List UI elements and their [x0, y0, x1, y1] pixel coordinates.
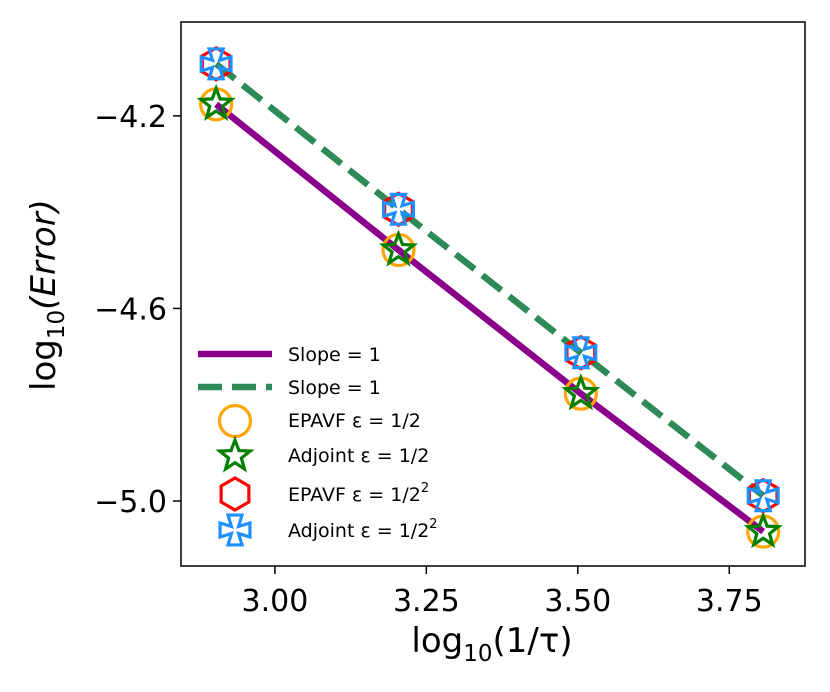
legend-label-3: Adjoint ε = 1/2	[288, 445, 429, 467]
x-axis-label-base: log	[411, 621, 463, 661]
legend-label-5: Adjoint ε = 1/22	[288, 517, 438, 542]
legend-label-4: EPAVF ε = 1/22	[288, 481, 429, 506]
marker-x-1	[381, 192, 416, 226]
y-tick-label: −5.0	[94, 485, 167, 520]
marker-star-0	[196, 83, 236, 121]
legend-handle-5	[218, 513, 252, 547]
plot-area	[196, 46, 783, 549]
y-axis-label-base: log	[24, 339, 64, 391]
x-axis-label-arg: (1/τ)	[493, 621, 573, 661]
legend-label-2: EPAVF ε = 1/2	[288, 410, 421, 432]
x-axis-label: log10(1/τ)	[411, 621, 572, 667]
y-tick-label: −4.2	[94, 100, 167, 135]
marker-star-1	[378, 229, 419, 267]
legend-handle-3	[215, 435, 255, 473]
y-tick-label: −4.6	[94, 292, 167, 327]
axes-frame	[180, 21, 806, 567]
marker-star-3	[743, 511, 783, 549]
axes-border	[180, 21, 806, 567]
y-axis-label-sub: 10	[44, 310, 70, 339]
marker-star-2	[561, 373, 601, 411]
x-tick-label: 3.00	[242, 584, 309, 619]
legend-label-1: Slope = 1	[288, 377, 381, 399]
series-line-0	[214, 101, 766, 535]
legend-label-0: Slope = 1	[288, 344, 381, 366]
x-tick-label: 3.75	[696, 584, 763, 619]
marker-x-0	[199, 47, 233, 81]
legend-handle-4	[219, 476, 251, 512]
series-line-1	[214, 61, 766, 499]
y-axis-label-arg: (Error)	[24, 199, 64, 310]
y-axis-label: log10(Error)	[24, 199, 70, 391]
x-tick-label: 3.25	[393, 584, 460, 619]
x-tick-label: 3.50	[544, 584, 611, 619]
axis-ticks: 3.00 3.25 3.50 3.75 −4.2 −4.6 −5.0	[94, 100, 763, 619]
x-axis-label-sub: 10	[463, 641, 492, 667]
legend: Slope = 1 Slope = 1 EPAVF ε = 1/2 Adjoin…	[198, 344, 438, 547]
marker-x-2	[564, 336, 598, 370]
marker-x-3	[746, 479, 780, 513]
